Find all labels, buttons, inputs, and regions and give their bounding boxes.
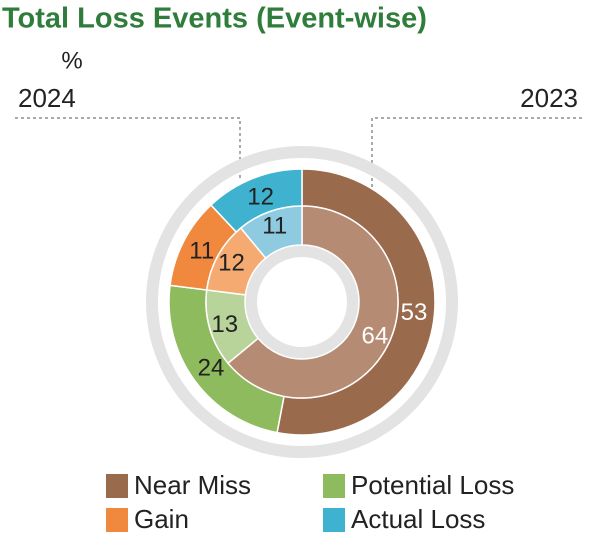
legend: Near Miss Potential Loss Gain Actual Loss bbox=[106, 470, 514, 534]
data-label: 64 bbox=[361, 323, 388, 350]
donut-segment bbox=[239, 205, 303, 260]
data-label: 13 bbox=[211, 311, 238, 338]
legend-label: Gain bbox=[134, 504, 189, 534]
data-label: 24 bbox=[198, 354, 225, 381]
legend-swatch bbox=[323, 474, 345, 498]
legend-label: Actual Loss bbox=[351, 504, 485, 534]
leader-line bbox=[15, 117, 241, 180]
legend-label: Potential Loss bbox=[351, 470, 514, 500]
decor-ring bbox=[146, 146, 458, 458]
decor-ring bbox=[245, 245, 359, 359]
legend-label: Near Miss bbox=[134, 470, 251, 500]
donut-segment bbox=[226, 205, 399, 399]
legend-swatch bbox=[106, 508, 128, 532]
data-label: 12 bbox=[218, 250, 245, 277]
legend-swatch bbox=[106, 474, 128, 498]
data-label: 53 bbox=[401, 299, 428, 326]
unit-label: % bbox=[61, 47, 82, 74]
legend-swatch bbox=[323, 508, 345, 532]
inner-ring-label: 2023 bbox=[520, 83, 578, 113]
data-label: 11 bbox=[262, 213, 287, 240]
data-label: 11 bbox=[189, 237, 214, 264]
chart-title: Total Loss Events (Event-wise) bbox=[2, 3, 427, 35]
data-label: 12 bbox=[247, 184, 274, 211]
outer-ring-label: 2024 bbox=[18, 83, 76, 113]
